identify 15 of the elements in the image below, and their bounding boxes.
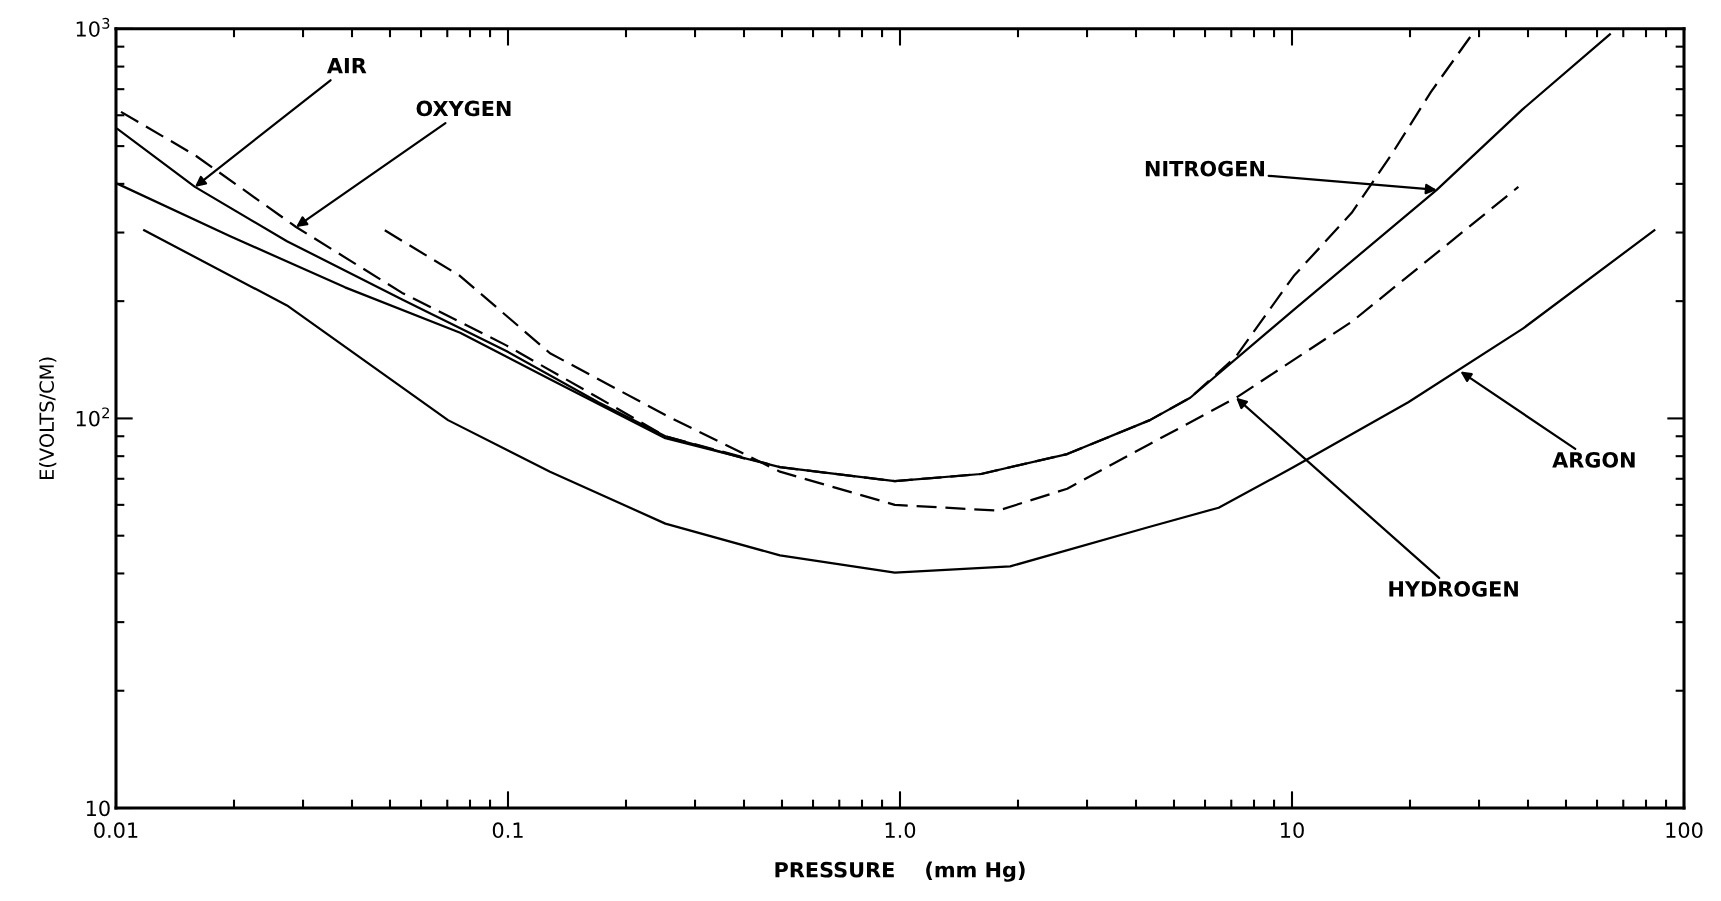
annotation: HYDROGEN (1389, 581, 1518, 597)
y-tick-label: 10$^{3}$ (76, 17, 110, 37)
x-tick-label: 10 (1281, 822, 1304, 839)
y-axis-title: E(VOLTS/CM) (39, 357, 57, 480)
y-tick-label: 10$^{2}$ (76, 407, 109, 427)
y-tick-label: 10 (86, 800, 110, 817)
x-tick-label: 1.0 (885, 822, 916, 839)
annotation: NITROGEN (1145, 160, 1264, 177)
annotation: AIR (326, 57, 367, 74)
x-tick-label: 0.01 (94, 822, 138, 839)
annotation: OXYGEN (416, 100, 511, 117)
x-axis-title: PRESSURE (mm Hg) (775, 861, 1025, 882)
x-tick-label: 100 (1666, 822, 1703, 839)
x-tick-label: 0.1 (492, 822, 523, 839)
annotation: ARGON (1552, 452, 1635, 468)
